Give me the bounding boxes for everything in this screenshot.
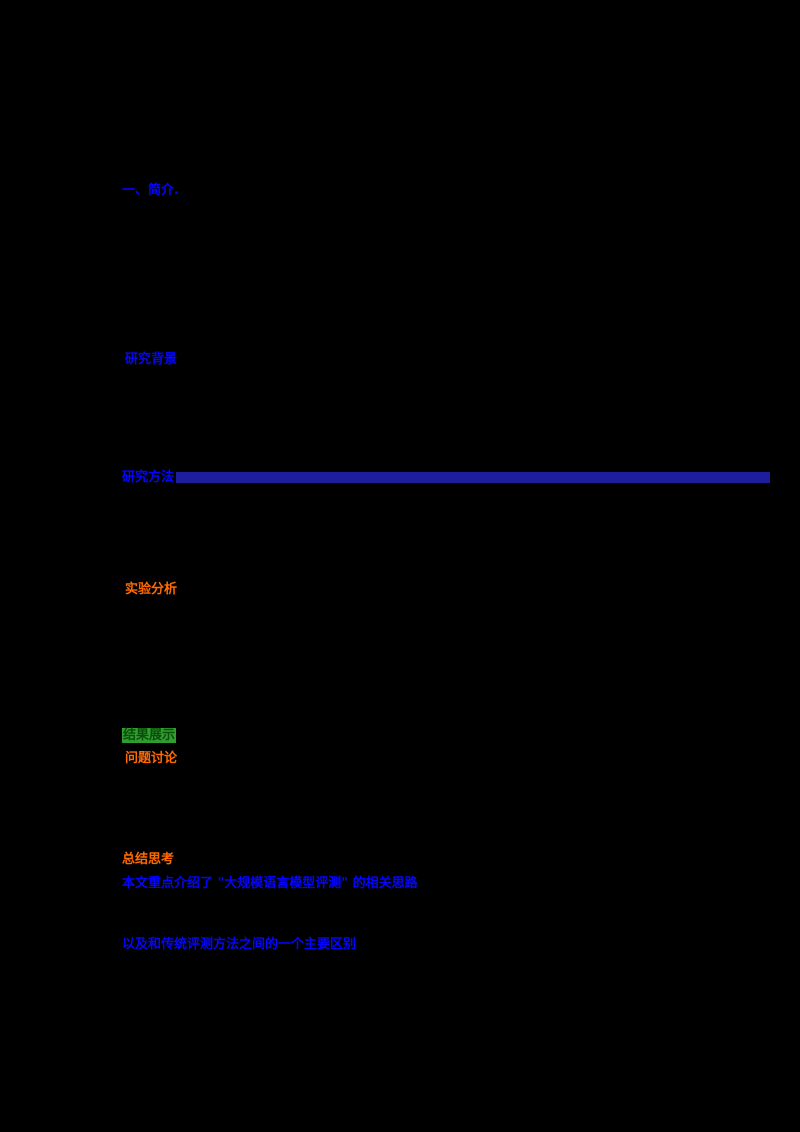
body-link-line-1[interactable]: 本文重点介绍了 "大规模语言模型评测" 的相关思路: [122, 876, 418, 891]
section-link-background[interactable]: 研究背景: [125, 352, 178, 367]
section-link-method[interactable]: 研究方法: [122, 470, 175, 485]
horizontal-divider-bar: [176, 472, 770, 483]
section-heading-summary: 总结思考: [122, 852, 175, 867]
body-link-line-2[interactable]: 以及和传统评测方法之间的一个主要区别: [122, 937, 357, 952]
section-heading-discussion: 问题讨论: [125, 751, 178, 766]
section-heading-analysis: 实验分析: [125, 582, 178, 597]
section-link-intro[interactable]: 一、简介.: [122, 183, 179, 198]
highlighted-heading-results: 结果展示: [122, 728, 177, 743]
